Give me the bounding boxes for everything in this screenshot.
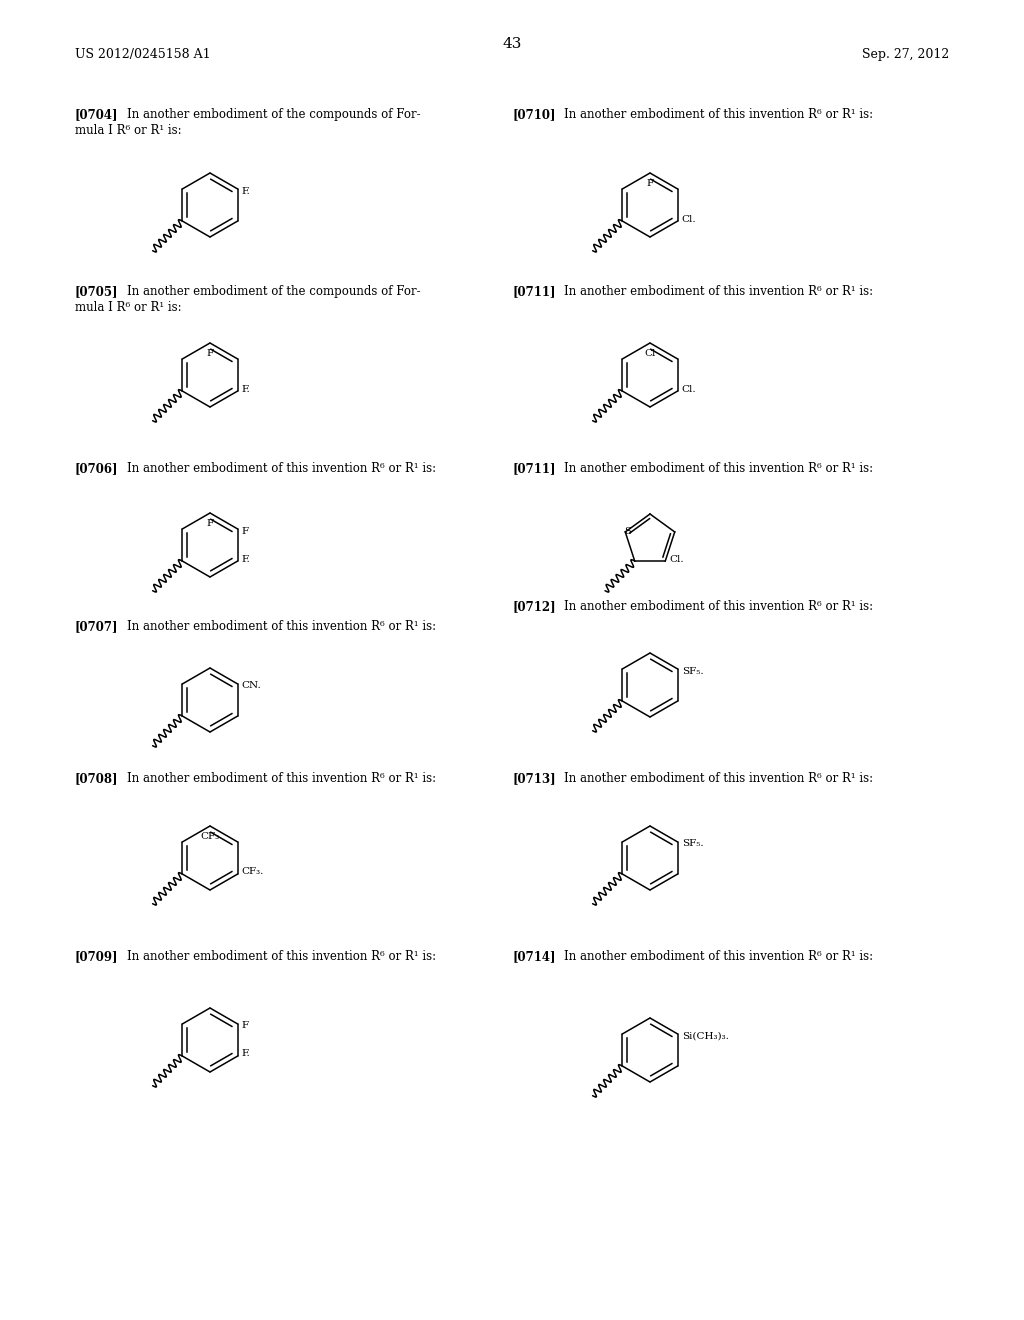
Text: In another embodiment of the compounds of For-: In another embodiment of the compounds o…	[127, 108, 421, 121]
Text: [0706]: [0706]	[75, 462, 119, 475]
Text: F.: F.	[242, 1049, 251, 1059]
Text: [0704]: [0704]	[75, 108, 119, 121]
Text: [0711]: [0711]	[512, 462, 555, 475]
Text: F.: F.	[242, 186, 251, 195]
Text: US 2012/0245158 A1: US 2012/0245158 A1	[75, 48, 211, 61]
Text: In another embodiment of this invention R⁶ or R¹ is:: In another embodiment of this invention …	[127, 462, 436, 475]
Text: In another embodiment of this invention R⁶ or R¹ is:: In another embodiment of this invention …	[564, 950, 873, 964]
Text: [0710]: [0710]	[512, 108, 555, 121]
Text: F: F	[207, 519, 214, 528]
Text: In another embodiment of this invention R⁶ or R¹ is:: In another embodiment of this invention …	[564, 772, 873, 785]
Text: mula I R⁶ or R¹ is:: mula I R⁶ or R¹ is:	[75, 124, 181, 137]
Text: F: F	[242, 527, 249, 536]
Text: S: S	[624, 528, 631, 536]
Text: Sep. 27, 2012: Sep. 27, 2012	[862, 48, 949, 61]
Text: F: F	[646, 180, 653, 187]
Text: CF₃: CF₃	[201, 832, 219, 841]
Text: [0713]: [0713]	[512, 772, 556, 785]
Text: In another embodiment of this invention R⁶ or R¹ is:: In another embodiment of this invention …	[127, 620, 436, 634]
Text: In another embodiment of this invention R⁶ or R¹ is:: In another embodiment of this invention …	[564, 108, 873, 121]
Text: [0711]: [0711]	[512, 285, 555, 298]
Text: [0705]: [0705]	[75, 285, 119, 298]
Text: CF₃.: CF₃.	[242, 867, 264, 876]
Text: Cl: Cl	[644, 348, 655, 358]
Text: mula I R⁶ or R¹ is:: mula I R⁶ or R¹ is:	[75, 301, 181, 314]
Text: SF₅.: SF₅.	[682, 667, 703, 676]
Text: [0708]: [0708]	[75, 772, 119, 785]
Text: Cl.: Cl.	[682, 214, 696, 223]
Text: [0707]: [0707]	[75, 620, 119, 634]
Text: [0714]: [0714]	[512, 950, 555, 964]
Text: [0712]: [0712]	[512, 601, 556, 612]
Text: 43: 43	[503, 37, 521, 51]
Text: In another embodiment of this invention R⁶ or R¹ is:: In another embodiment of this invention …	[127, 772, 436, 785]
Text: F.: F.	[242, 554, 251, 564]
Text: In another embodiment of this invention R⁶ or R¹ is:: In another embodiment of this invention …	[564, 601, 873, 612]
Text: F: F	[207, 348, 214, 358]
Text: In another embodiment of this invention R⁶ or R¹ is:: In another embodiment of this invention …	[564, 462, 873, 475]
Text: In another embodiment of this invention R⁶ or R¹ is:: In another embodiment of this invention …	[564, 285, 873, 298]
Text: In another embodiment of this invention R⁶ or R¹ is:: In another embodiment of this invention …	[127, 950, 436, 964]
Text: Cl.: Cl.	[670, 554, 684, 564]
Text: F: F	[242, 1022, 249, 1031]
Text: Si(CH₃)₃.: Si(CH₃)₃.	[682, 1031, 729, 1040]
Text: Cl.: Cl.	[682, 384, 696, 393]
Text: SF₅.: SF₅.	[682, 840, 703, 849]
Text: In another embodiment of the compounds of For-: In another embodiment of the compounds o…	[127, 285, 421, 298]
Text: CN.: CN.	[242, 681, 261, 690]
Text: F.: F.	[242, 384, 251, 393]
Text: [0709]: [0709]	[75, 950, 119, 964]
